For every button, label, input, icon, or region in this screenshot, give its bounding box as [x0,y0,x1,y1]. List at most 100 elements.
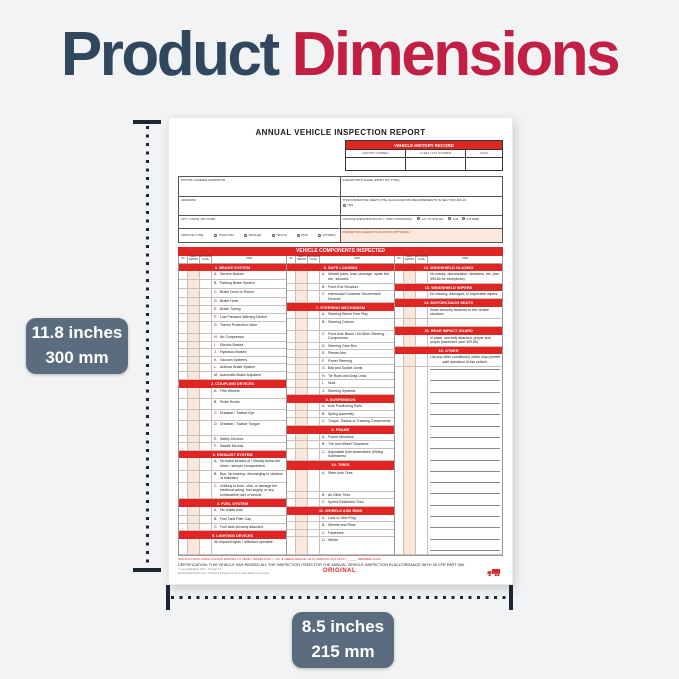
checkbox-icon [461,217,465,221]
needs-repair-cell [296,469,308,491]
repaired-date-cell [308,514,320,522]
writein-line [430,391,500,393]
item-text: Steering Systems [328,388,356,393]
inspection-item-row: No missing, damaged, or inoperable wiper… [395,291,502,299]
item-cell: E. Pitman Arm. [320,350,394,357]
section-header: 7. STEERING MECHANISM [287,303,394,311]
ok-cell [287,514,296,522]
section-header: 4. FUEL SYSTEM [179,499,286,508]
ok-cell [179,298,188,306]
ok-cell [287,283,296,291]
needs-repair-cell [296,372,308,380]
repaired-date-cell [308,387,320,395]
needs-repair-cell [296,342,308,350]
item-cell: L. Antilock Brake System [212,364,286,371]
item-key: J. [322,388,325,393]
inspection-item-row: A. Axle Positioning Parts [287,403,394,411]
inspection-item-row: E. Pitman Arm. [287,350,394,358]
item-text: Tire and Wheel Clearance [328,442,369,447]
repaired-date-cell [200,356,212,364]
repaired-date-cell [200,458,212,470]
form-footer: © Copyright Buck USA • Tomball, TX BuckS… [178,568,503,577]
needs-repair-cell [188,298,200,306]
ok-cell [179,523,188,531]
ok-cell [395,318,404,326]
writein-line [430,538,500,540]
item-key: D. [322,538,326,543]
needs-repair-cell [404,354,416,366]
item-key: K. [214,357,218,362]
item-key: D. [322,343,326,348]
inspection-item-row: B. All Other Tires [287,491,394,500]
ok-cell [179,306,188,314]
item-key: M. [214,373,218,378]
item-key: I. [214,342,216,347]
inspection-item-row: B. Steering Column [287,318,394,331]
needs-repair-cell [296,529,308,537]
needs-repair-cell [296,410,308,418]
repaired-date-cell [200,349,212,356]
needs-repair-cell [188,280,200,289]
writein-line [430,482,500,484]
needs-repair-cell [404,366,416,554]
needs-repair-cell [296,537,308,554]
ok-cell [287,469,296,491]
item-key: A. [322,470,326,475]
repaired-date-cell [308,469,320,491]
item-key: A. [322,311,326,316]
repaired-date-cell [308,271,320,283]
history-blank-cell [346,157,407,170]
section-header: 15. REAR IMPACT GUARD [395,326,502,335]
inspection-item-row: J. Hydraulic Brakes [179,349,286,357]
item-key: B. [322,284,326,289]
section-header: 3. EXHAUST SYSTEM [179,450,286,459]
vehicle-type-option: BUS [297,233,308,237]
history-col-header: FLEET UNIT NUMBER [406,150,467,157]
item-text: Pitman Arm. [328,351,348,356]
column-header: ITEM [462,256,468,260]
brand-truck-logo [387,568,503,577]
needs-repair-cell [296,283,308,291]
inspection-agency-field: INSPECTION AGENCY/LOCATION (OPTIONAL) [340,228,502,242]
item-text: Fasteners [328,530,344,535]
item-text: Adjustable Axle Assemblies (Sliding Subf… [328,449,384,459]
item-text: Electric Brakes [220,342,244,347]
needs-repair-cell [296,310,308,318]
needs-repair-cell [404,306,416,318]
writein-line [430,436,500,438]
repaired-date-cell [200,538,212,554]
item-text: In place, securely attached, proper size… [430,335,492,345]
item-key: E. [214,307,218,312]
needs-repair-cell [188,322,200,334]
item-text: Parking Brake System [220,281,255,286]
inspection-item-row: L. Antilock Brake System [179,364,286,373]
item-text: Automatic Brake Adjusters [220,373,262,378]
item-text: Steer Axle Tires [328,470,353,475]
checkbox-icon [271,233,275,237]
ok-cell [179,341,188,349]
ok-cell [287,499,296,506]
needs-repair-cell [188,334,200,341]
needs-repair-cell [296,418,308,425]
section-header: 16. OTHER [395,346,502,355]
components-column: 12. WINDSHIELD GLAZING No cracks, discolo… [395,263,502,555]
components-header-group: OK NEEDS REPAIR REPAIRED DATE ITEM [287,255,395,263]
checkbox-icon [214,233,218,237]
repaired-date-cell [308,380,320,387]
inspection-item-row: B. Pintle Hooks [179,398,286,410]
checkbox-icon [318,233,322,237]
writein-line [430,448,500,450]
repaired-date-cell [200,523,212,531]
inspection-item-row: F. Low Pressure Warning Device [179,314,286,323]
column-header: OK [395,255,404,263]
needs-repair-cell [188,271,200,280]
item-key: G. [214,323,218,328]
item-text: Wheels and Rims [328,523,356,528]
item-cell: D. Welds [320,537,394,553]
item-cell: In place, securely attached, proper size… [428,335,502,346]
needs-repair-cell [296,357,308,365]
vehicle-type-option: (OTHER) [318,233,335,237]
inspection-item-row: C. Brake Drum or Rotors [179,289,286,299]
ok-cell [395,334,404,346]
